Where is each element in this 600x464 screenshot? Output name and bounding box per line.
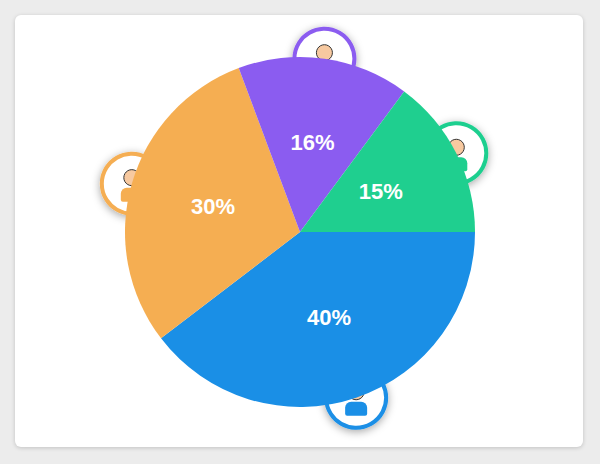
svg-text:40%: 40% — [307, 305, 351, 330]
svg-text:30%: 30% — [191, 194, 235, 219]
svg-text:16%: 16% — [291, 130, 335, 155]
svg-text:15%: 15% — [359, 179, 403, 204]
